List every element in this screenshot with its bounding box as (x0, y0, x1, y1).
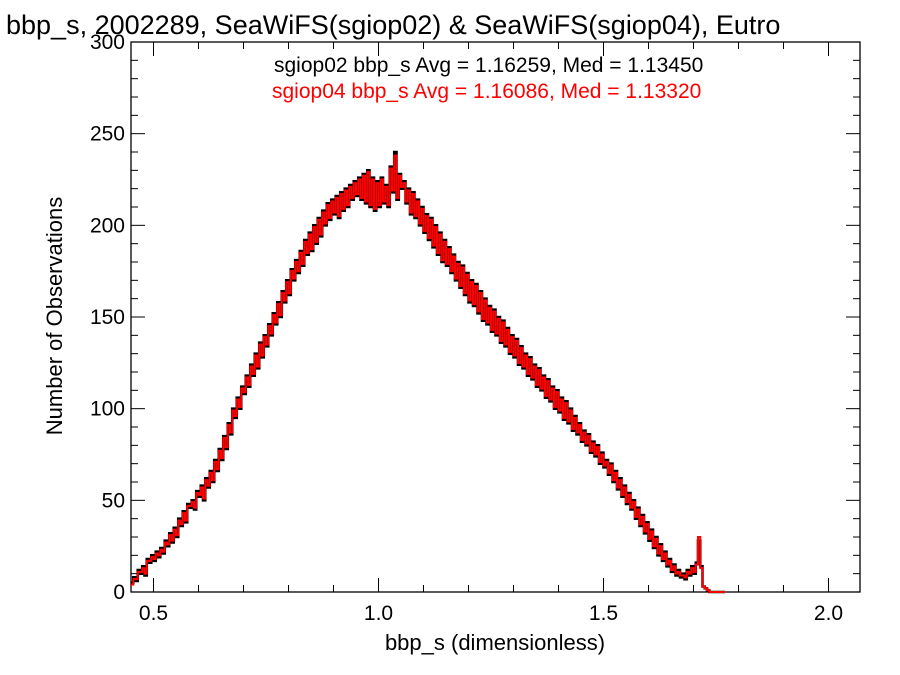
y-tick-label: 0 (113, 581, 125, 604)
chart-title: bbp_s, 2002289, SeaWiFS(sgiop02) & SeaWi… (6, 10, 780, 40)
x-axis-label: bbp_s (dimensionless) (385, 630, 605, 655)
x-tick-label: 1.5 (589, 602, 618, 625)
series-layer (131, 150, 725, 594)
legend-entry-sgiop04: sgiop04 bbp_s Avg = 1.16086, Med = 1.133… (272, 80, 701, 103)
y-tick-label: 50 (102, 489, 125, 512)
x-tick-label: 0.5 (139, 602, 168, 625)
series-sgiop04-line (131, 154, 725, 593)
x-axis: 0.5 1.0 1.5 2.0 (139, 42, 843, 625)
y-tick-label: 250 (90, 123, 125, 146)
y-tick-label: 300 (90, 31, 125, 54)
series-sgiop02-line (131, 150, 725, 594)
y-axis-label: Number of Observations (42, 197, 67, 435)
x-tick-label: 2.0 (814, 602, 843, 625)
y-tick-label: 100 (90, 398, 125, 421)
y-tick-label: 150 (90, 306, 125, 329)
y-axis: 0 50 100 150 200 250 300 (90, 31, 860, 604)
x-tick-label: 1.0 (364, 602, 393, 625)
legend-entry-sgiop02: sgiop02 bbp_s Avg = 1.16259, Med = 1.134… (274, 54, 703, 77)
y-tick-label: 200 (90, 214, 125, 237)
